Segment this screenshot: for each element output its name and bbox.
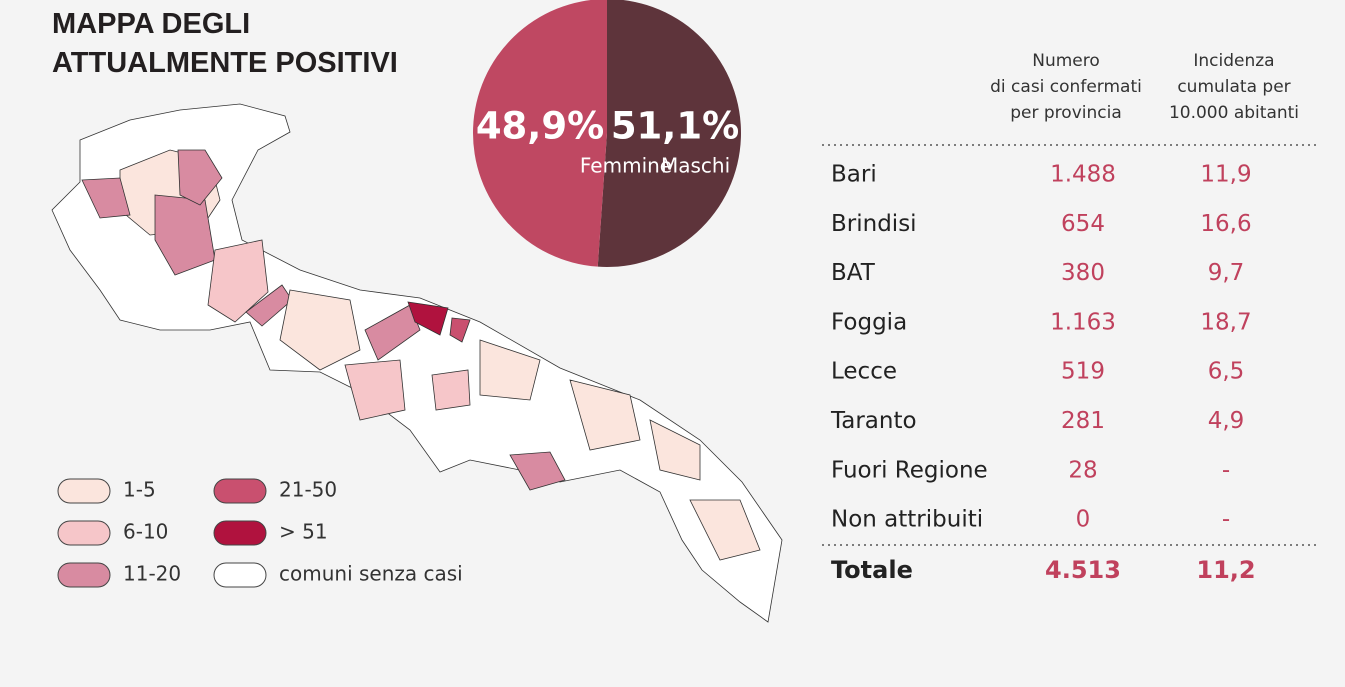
total-cases: 4.513 (1045, 556, 1121, 584)
row-name: Brindisi (831, 211, 917, 237)
legend-swatch (57, 562, 111, 588)
table: Numero di casi confermati per provincia Inc… (822, 51, 1316, 584)
legend-swatch (57, 478, 111, 504)
pie-category-label: Femmine (580, 154, 672, 178)
column-header: cumulata per (1177, 77, 1290, 97)
row-incidence: 6,5 (1208, 359, 1245, 385)
municipality (431, 369, 471, 411)
municipality (279, 289, 361, 371)
row-cases: 1.163 (1050, 309, 1116, 335)
legend-label: 6-10 (123, 520, 168, 544)
column-header: per provincia (1010, 103, 1122, 123)
column-header: Incidenza (1193, 51, 1274, 71)
municipality (207, 239, 269, 323)
row-cases: 0 (1076, 507, 1091, 533)
municipality (407, 301, 449, 336)
row-cases: 519 (1061, 359, 1105, 385)
municipality (449, 317, 471, 343)
municipality (569, 379, 641, 451)
column-header: Numero (1032, 51, 1100, 71)
legend-swatch (213, 562, 267, 588)
legend-label: comuni senza casi (279, 562, 463, 586)
municipality (509, 451, 566, 491)
column-header: 10.000 abitanti (1169, 103, 1299, 123)
municipality (689, 499, 761, 561)
row-name: Lecce (831, 359, 897, 385)
column-header: di casi confermati (990, 77, 1142, 97)
row-name: Non attribuiti (831, 507, 983, 533)
row-name: Taranto (830, 408, 917, 434)
region-map (51, 103, 783, 623)
municipality (344, 359, 406, 421)
total-name: Totale (831, 556, 913, 584)
municipality (479, 339, 541, 401)
legend-label: 1-5 (123, 478, 156, 502)
pie-chart: 51,1% Maschi 48,9% Femmine (473, 0, 742, 267)
row-cases: 281 (1061, 408, 1105, 434)
row-incidence: 11,9 (1200, 162, 1251, 188)
row-incidence: 16,6 (1200, 211, 1251, 237)
legend: 1-5 6-10 11-20 21-50 > 51 comuni senza casi (57, 478, 463, 588)
total-incidence: 11,2 (1196, 556, 1255, 584)
row-incidence: 18,7 (1200, 309, 1251, 335)
pie-slice (597, 0, 742, 267)
pie-value-label: 48,9% (476, 105, 604, 148)
pie-value-label: 51,1% (611, 105, 739, 148)
title-line: ATTUALMENTE POSITIVI (52, 47, 398, 79)
legend-swatch (213, 520, 267, 546)
row-incidence: 4,9 (1208, 408, 1245, 434)
region-outline (51, 103, 783, 623)
row-name: Bari (831, 162, 877, 188)
legend-label: 21-50 (279, 478, 337, 502)
pie-category-label: Maschi (661, 154, 730, 178)
legend-label: > 51 (279, 520, 328, 544)
row-name: Foggia (831, 309, 907, 335)
municipality (177, 149, 223, 206)
row-incidence: - (1222, 457, 1230, 483)
row-name: Fuori Regione (831, 457, 988, 483)
row-cases: 1.488 (1050, 162, 1116, 188)
row-incidence: - (1222, 507, 1230, 533)
legend-swatch (213, 478, 267, 504)
municipality (649, 419, 701, 481)
row-cases: 654 (1061, 211, 1105, 237)
legend-swatch (57, 520, 111, 546)
legend-label: 11-20 (123, 562, 181, 586)
row-incidence: 9,7 (1208, 260, 1245, 286)
row-cases: 28 (1068, 457, 1097, 483)
municipality (81, 177, 131, 219)
row-cases: 380 (1061, 260, 1105, 286)
row-name: BAT (831, 260, 876, 286)
pie-slice (473, 0, 607, 267)
municipality (364, 304, 421, 361)
title-line: MAPPA DEGLI (52, 8, 250, 40)
